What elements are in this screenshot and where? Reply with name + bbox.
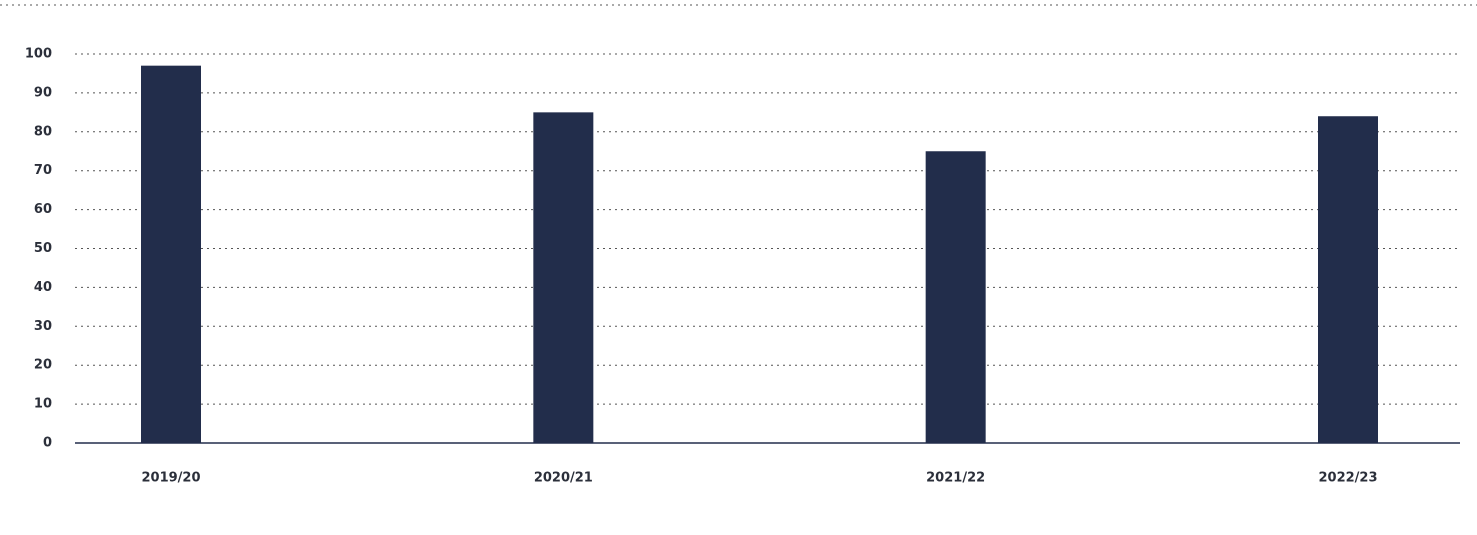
x-tick-label: 2019/20 [141, 471, 200, 486]
y-tick-label: 0 [43, 436, 52, 451]
bar [141, 65, 201, 444]
y-tick-label: 20 [34, 358, 52, 373]
y-tick-label: 90 [34, 85, 52, 100]
y-tick-label: 40 [34, 280, 52, 295]
y-tick-label: 10 [34, 397, 52, 412]
bar [1318, 116, 1378, 444]
bar [925, 151, 986, 443]
y-tick-label: 50 [34, 241, 52, 256]
x-tick-label: 2022/23 [1318, 471, 1377, 486]
x-tick-label: 2020/21 [534, 471, 593, 486]
bar [533, 112, 594, 443]
y-tick-label: 30 [34, 319, 52, 334]
y-tick-label: 70 [34, 163, 52, 178]
y-tick-label: 80 [34, 124, 52, 139]
y-tick-label: 100 [25, 47, 52, 62]
y-tick-label: 60 [34, 202, 52, 217]
x-tick-label: 2021/22 [926, 471, 985, 486]
